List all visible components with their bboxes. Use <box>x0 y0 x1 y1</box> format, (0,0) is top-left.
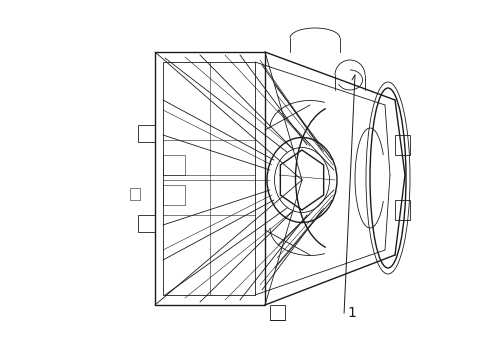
Text: 1: 1 <box>347 306 356 320</box>
